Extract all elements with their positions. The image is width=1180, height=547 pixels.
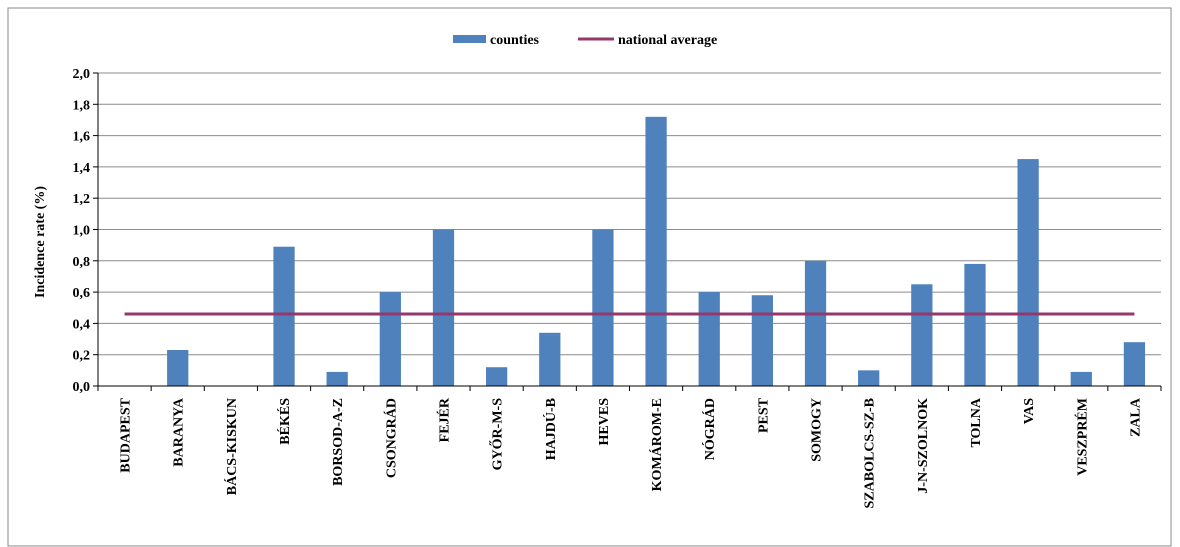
y-tick-label: 1,8	[73, 98, 91, 113]
x-tick-label: GYŐR-M-S	[489, 398, 506, 471]
bar-baranya	[167, 350, 189, 386]
y-tick-label: 1,0	[73, 224, 91, 239]
x-tick-label: NÓGRÁD	[701, 398, 718, 460]
y-tick-label: 1,6	[73, 130, 91, 145]
bar-csongr-d	[379, 292, 401, 386]
bar-fej-r	[432, 229, 455, 386]
bar-szabolcs-sz-b	[858, 370, 880, 386]
axes	[93, 72, 1162, 391]
legend-label-counties: counties	[490, 33, 540, 48]
x-tick-label: TOLNA	[969, 397, 984, 447]
bar-veszpr-m	[1070, 371, 1092, 386]
bar-n-gr-d	[698, 292, 720, 386]
legend-label-national-average: national average	[618, 33, 717, 48]
bar-kom-rom-e	[645, 116, 667, 386]
x-tick-label: VESZPRÉM	[1073, 398, 1090, 476]
x-tick-label: CSONGRÁD	[382, 398, 399, 478]
y-tick-label: 0,4	[73, 317, 91, 332]
legend: counties national average	[453, 33, 717, 48]
bar-tolna	[964, 263, 986, 386]
y-tick-labels: 0,0 0,2 0,4 0,6 0,8 1,0 1,2 1,4 1,6 1,8 2,0	[73, 67, 91, 395]
x-tick-label: HEVES	[597, 398, 612, 446]
x-tick-label: BÉKÉS	[276, 398, 293, 445]
bar-zala	[1123, 342, 1146, 386]
x-tick-label: VAS	[1022, 398, 1037, 424]
y-tick-label: 0,0	[73, 380, 91, 395]
x-tick-labels: BUDAPEST BARANYA BÁCS-KISKUN BÉKÉS BORSOD-A-…	[119, 397, 1144, 508]
bar-vas	[1017, 159, 1039, 386]
bar-j-n-szolnok	[911, 284, 933, 386]
x-tick-label: BÁCS-KISKUN	[223, 398, 240, 495]
x-tick-label: BUDAPEST	[119, 397, 134, 472]
x-tick-label: BORSOD-A-Z	[331, 398, 346, 486]
bar-hajd-b	[539, 332, 561, 386]
y-axis-label: Incidence rate (%)	[33, 186, 48, 298]
x-tick-label: FEJÉR	[435, 397, 452, 442]
y-tick-label: 2,0	[73, 67, 91, 82]
x-tick-label: ZALA	[1128, 397, 1143, 437]
x-tick-label: KOMÁROM-E	[648, 398, 665, 491]
bar-series-counties	[167, 116, 1146, 386]
y-tick-label: 1,4	[73, 161, 91, 176]
x-tick-label: BARANYA	[172, 397, 187, 467]
bar-somogy	[804, 260, 827, 386]
y-tick-label: 0,2	[73, 349, 91, 364]
x-tick-label: SOMOGY	[810, 398, 825, 462]
x-tick-label: PEST	[756, 397, 771, 433]
y-tick-label: 1,2	[73, 192, 91, 207]
y-tick-label: 0,6	[73, 286, 91, 301]
bar-gy-r-m-s	[485, 367, 508, 386]
y-tick-label: 0,8	[73, 255, 91, 270]
bar-pest	[751, 295, 774, 386]
bar-b-k-s	[273, 246, 295, 386]
bar-heves	[592, 229, 614, 386]
x-tick-label: SZABOLCS-SZ-B	[863, 398, 878, 508]
x-tick-label: J-N-SZOLNOK	[916, 398, 931, 494]
legend-swatch-counties	[453, 35, 486, 43]
bar-borsod-a-z	[326, 371, 348, 386]
x-tick-label: HAJDÚ-B	[542, 398, 559, 460]
